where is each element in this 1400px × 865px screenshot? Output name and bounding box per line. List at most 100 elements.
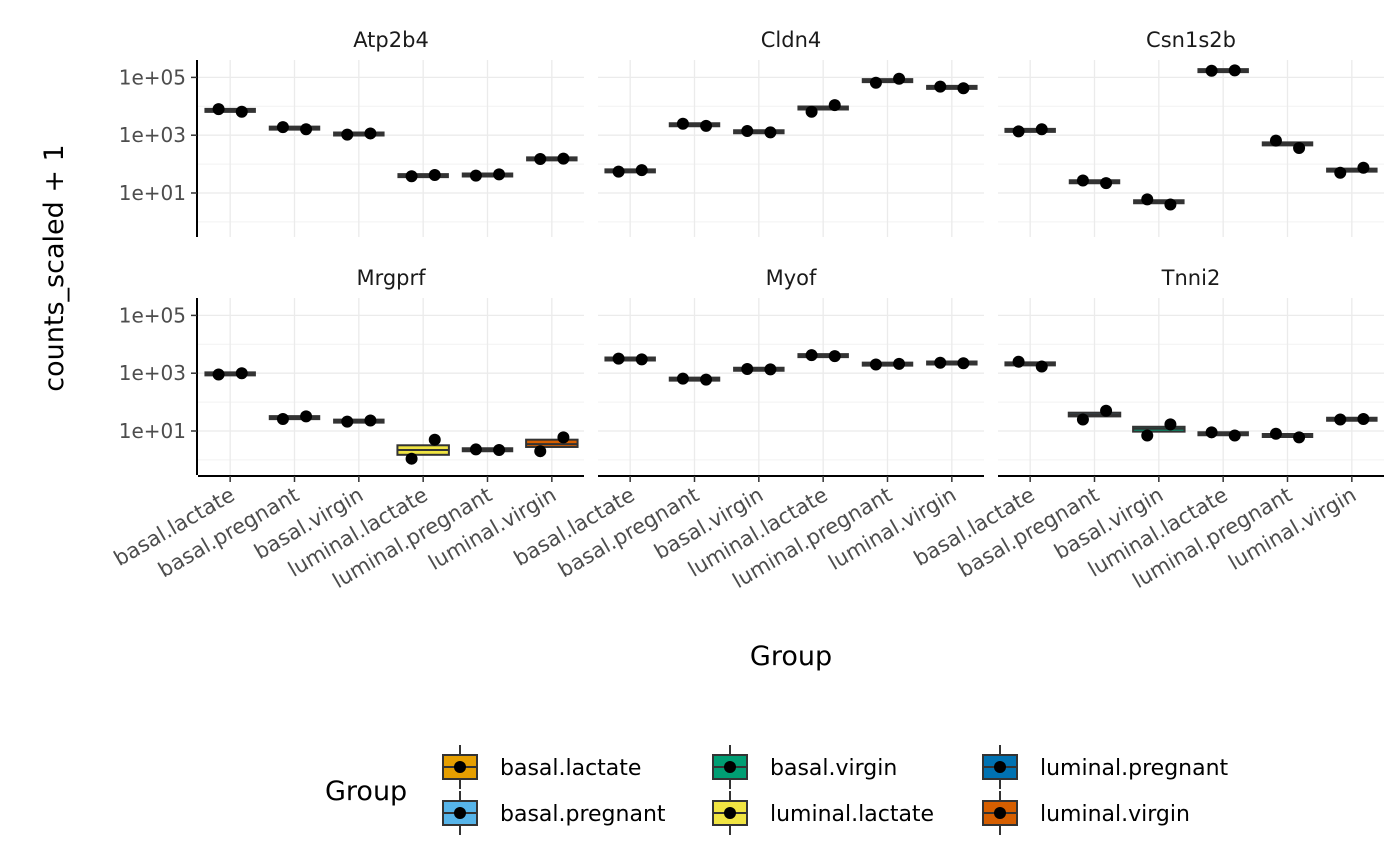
- data-point: [1164, 198, 1177, 211]
- legend-key-point: [454, 761, 466, 773]
- facet-title: Tnni2: [1161, 266, 1221, 290]
- data-point: [1100, 404, 1113, 417]
- data-point: [1334, 413, 1347, 426]
- data-point: [700, 119, 713, 132]
- data-point: [957, 82, 970, 95]
- data-point: [1357, 161, 1370, 174]
- legend-item-basal.virgin: basal.virgin: [712, 745, 897, 789]
- data-point: [764, 363, 777, 376]
- data-point: [469, 443, 482, 456]
- data-point: [934, 356, 947, 369]
- data-point: [493, 168, 506, 181]
- data-point: [828, 350, 841, 363]
- data-point: [276, 121, 289, 134]
- data-point: [300, 123, 313, 136]
- data-point: [1141, 429, 1154, 442]
- data-point: [1293, 142, 1306, 155]
- legend-label: basal.pregnant: [500, 802, 666, 827]
- data-point: [469, 169, 482, 182]
- data-point: [1228, 429, 1241, 442]
- data-point: [1035, 360, 1048, 373]
- data-point: [1228, 64, 1241, 77]
- legend-label: luminal.virgin: [1040, 802, 1190, 827]
- data-point: [493, 443, 506, 456]
- data-point: [741, 362, 754, 375]
- data-point: [869, 76, 882, 89]
- data-point: [869, 358, 882, 371]
- data-point: [212, 368, 225, 381]
- data-point: [235, 367, 248, 380]
- legend-label: luminal.pregnant: [1040, 756, 1229, 781]
- data-point: [1334, 166, 1347, 179]
- data-point: [700, 373, 713, 386]
- x-axis-title: Group: [750, 641, 832, 672]
- data-point: [1012, 355, 1025, 368]
- data-point: [405, 170, 418, 183]
- data-point: [405, 452, 418, 465]
- data-point: [893, 72, 906, 85]
- data-point: [1076, 413, 1089, 426]
- data-point: [1269, 134, 1282, 147]
- data-point: [1141, 193, 1154, 206]
- data-point: [364, 127, 377, 140]
- facet-title: Myof: [766, 266, 817, 290]
- data-point: [1357, 412, 1370, 425]
- data-point: [1293, 431, 1306, 444]
- legend-label: luminal.lactate: [770, 802, 934, 827]
- legend-key-point: [724, 807, 736, 819]
- facet-title: Cldn4: [761, 28, 822, 52]
- legend-item-luminal.lactate: luminal.lactate: [712, 791, 934, 835]
- data-point: [805, 105, 818, 118]
- y-tick-label: 1e+01: [119, 181, 186, 205]
- data-point: [341, 415, 354, 428]
- legend: Group basal.lactate basal.pregnant basal.v…: [325, 745, 1229, 835]
- data-point: [1205, 64, 1218, 77]
- data-point: [1164, 418, 1177, 431]
- facet-title: Atp2b4: [353, 28, 429, 52]
- legend-title: Group: [325, 776, 407, 807]
- facet-panel-atp2b4: Atp2b4 1e+01 1e+03 1e+05: [119, 28, 584, 237]
- data-point: [276, 412, 289, 425]
- data-point: [893, 357, 906, 370]
- data-point: [534, 445, 547, 458]
- data-point: [957, 357, 970, 370]
- data-point: [612, 165, 625, 178]
- data-point: [212, 103, 225, 116]
- data-point: [557, 431, 570, 444]
- data-point: [635, 353, 648, 366]
- facet-title: Mrgprf: [356, 266, 426, 290]
- y-tick-label: 1e+03: [119, 123, 186, 147]
- data-point: [1269, 427, 1282, 440]
- y-tick-label: 1e+01: [119, 419, 186, 443]
- data-point: [676, 117, 689, 130]
- data-point: [534, 153, 547, 166]
- legend-item-luminal.pregnant: luminal.pregnant: [982, 745, 1229, 789]
- data-point: [557, 152, 570, 165]
- data-point: [1035, 123, 1048, 136]
- data-point: [235, 105, 248, 118]
- legend-key-point: [994, 761, 1006, 773]
- data-point: [341, 128, 354, 141]
- data-point: [635, 164, 648, 177]
- y-tick-label: 1e+05: [119, 303, 186, 327]
- legend-item-basal.lactate: basal.lactate: [442, 745, 641, 789]
- data-point: [428, 433, 441, 446]
- data-point: [612, 352, 625, 365]
- data-point: [1012, 125, 1025, 138]
- data-point: [741, 124, 754, 137]
- legend-key-point: [994, 807, 1006, 819]
- data-point: [676, 372, 689, 385]
- facet-panel-csn1s2b: Csn1s2b: [998, 28, 1384, 237]
- legend-key-point: [724, 761, 736, 773]
- data-point: [300, 410, 313, 423]
- data-point: [1076, 174, 1089, 187]
- data-point: [364, 414, 377, 427]
- legend-item-basal.pregnant: basal.pregnant: [442, 791, 666, 835]
- data-point: [1100, 177, 1113, 190]
- legend-item-luminal.virgin: luminal.virgin: [982, 791, 1190, 835]
- y-tick-label: 1e+03: [119, 361, 186, 385]
- data-point: [805, 349, 818, 362]
- y-axis-title: counts_scaled + 1: [39, 144, 70, 391]
